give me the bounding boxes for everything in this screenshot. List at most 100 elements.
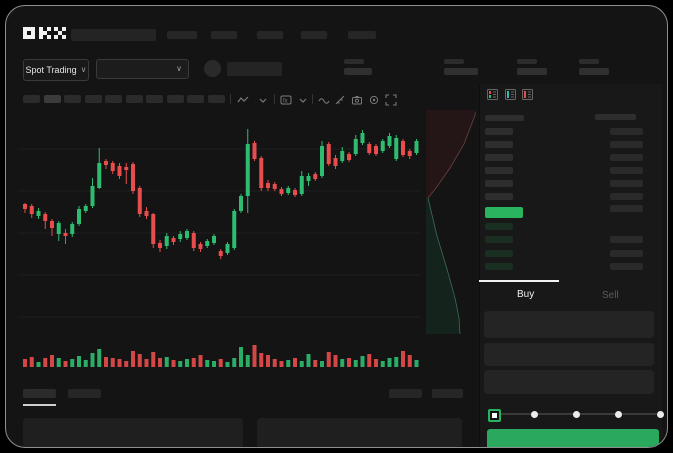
ask-amount-bar — [610, 128, 643, 135]
toolbar-divider — [274, 94, 275, 104]
bid-amount-bar — [610, 263, 643, 270]
ticker-stat-label — [444, 59, 464, 64]
ticker-stat-value — [444, 68, 478, 75]
slider-stop[interactable] — [573, 411, 580, 418]
ask-amount-bar — [610, 167, 643, 174]
nav-item-placeholder[interactable] — [257, 31, 283, 39]
slider-stop[interactable] — [531, 411, 538, 418]
candle-type-icon[interactable] — [237, 94, 249, 106]
ask-row[interactable] — [479, 125, 662, 138]
nav-item-placeholder[interactable] — [211, 31, 237, 39]
toolbar-divider — [230, 94, 231, 104]
bid-amount-bar — [610, 236, 643, 243]
buy-tab-indicator — [479, 280, 559, 282]
book-sells-view-icon[interactable] — [522, 89, 533, 100]
bottom-tab-placeholder[interactable] — [432, 389, 463, 398]
tab-sell[interactable]: Sell — [569, 282, 662, 306]
svg-text:fx: fx — [283, 99, 288, 105]
ticker-stat-value — [344, 68, 372, 75]
ask-row[interactable] — [479, 151, 662, 164]
book-buys-view-icon[interactable] — [505, 89, 516, 100]
indicators-icon[interactable]: fx — [280, 94, 292, 106]
chevron-down-icon: ∨ — [176, 64, 182, 73]
slider-handle[interactable] — [488, 409, 501, 422]
orders-card-placeholder — [257, 418, 462, 447]
ticker-stat-label — [579, 59, 599, 64]
bid-price-bar — [485, 250, 513, 257]
bid-row[interactable] — [479, 233, 662, 246]
bottom-tab-placeholder[interactable] — [68, 389, 101, 398]
pair-icon-placeholder — [204, 60, 221, 77]
bid-row[interactable] — [479, 247, 662, 260]
timeframe-pill[interactable] — [105, 95, 122, 103]
buy-tab-label: Buy — [517, 289, 535, 300]
bottom-tab-placeholder[interactable] — [23, 389, 56, 398]
ask-row[interactable] — [479, 138, 662, 151]
nav-item-placeholder[interactable] — [167, 31, 197, 39]
market-type-label: Spot Trading — [25, 65, 77, 75]
pair-name-placeholder — [227, 62, 282, 76]
camera-icon[interactable] — [351, 94, 363, 106]
sell-tab-label: Sell — [602, 290, 619, 301]
ask-row[interactable] — [479, 177, 662, 190]
market-type-selector[interactable]: Spot Trading ∨ — [23, 59, 89, 81]
slider-stop[interactable] — [615, 411, 622, 418]
bid-row[interactable] — [479, 220, 662, 233]
ask-price-bar — [485, 154, 513, 161]
order-book — [479, 86, 662, 291]
panel-divider — [479, 84, 480, 447]
ask-amount-bar — [610, 180, 643, 187]
tab-buy[interactable]: Buy — [479, 282, 569, 306]
active-tab-indicator — [23, 404, 56, 406]
chevron-down-icon[interactable] — [257, 94, 269, 106]
timeframe-pill[interactable] — [64, 95, 81, 103]
orders-card-placeholder — [23, 418, 243, 447]
last-price-bar[interactable] — [485, 207, 523, 218]
total-input-placeholder[interactable] — [484, 370, 654, 394]
nav-item-placeholder[interactable] — [348, 31, 376, 39]
bid-row[interactable] — [479, 260, 662, 273]
timeframe-pill[interactable] — [84, 95, 102, 103]
bid-price-bar — [485, 236, 513, 243]
ask-price-bar — [485, 193, 513, 200]
nav-item-placeholder[interactable] — [301, 31, 327, 39]
ask-price-bar — [485, 167, 513, 174]
bottom-tab-placeholder[interactable] — [389, 389, 422, 398]
amount-input-placeholder[interactable] — [484, 343, 654, 366]
ask-row[interactable] — [479, 164, 662, 177]
timeframe-pill[interactable] — [166, 95, 184, 103]
timeframe-pill[interactable] — [125, 95, 143, 103]
ticker-stat-label — [517, 59, 537, 64]
chevron-down-icon: ∨ — [80, 65, 87, 74]
ticker-stat-value — [517, 68, 547, 75]
timeframe-pill[interactable] — [187, 95, 204, 103]
ask-amount-bar — [610, 141, 643, 148]
price-input-placeholder[interactable] — [484, 311, 654, 338]
book-split-view-icon[interactable] — [487, 89, 498, 100]
timeframe-pill[interactable] — [146, 95, 163, 103]
buy-submit-button[interactable] — [487, 429, 659, 447]
toolbar-divider — [312, 94, 313, 104]
candlestick-chart[interactable] — [18, 106, 476, 374]
timeframe-pill[interactable] — [23, 95, 40, 103]
ask-row[interactable] — [479, 190, 662, 203]
pair-dropdown[interactable]: ∨ — [96, 59, 189, 79]
book-column-header-price — [485, 115, 524, 121]
timeframe-pill[interactable] — [43, 95, 61, 103]
book-column-header-amount — [595, 114, 636, 120]
fullscreen-icon[interactable] — [385, 94, 397, 106]
ask-price-bar — [485, 141, 513, 148]
okx-logo[interactable] — [23, 27, 66, 39]
timeframe-pill[interactable] — [207, 95, 225, 103]
ask-amount-bar — [610, 154, 643, 161]
chevron-down-icon[interactable] — [297, 94, 309, 106]
ask-price-bar — [485, 180, 513, 187]
bid-price-bar — [485, 263, 513, 270]
line-tool-icon[interactable] — [318, 94, 330, 106]
slider-stop[interactable] — [657, 411, 664, 418]
ruler-tool-icon[interactable] — [334, 94, 346, 106]
header-search-placeholder[interactable] — [71, 29, 156, 41]
settings-gear-icon[interactable] — [368, 94, 380, 106]
last-price-amount-bar — [610, 205, 643, 212]
